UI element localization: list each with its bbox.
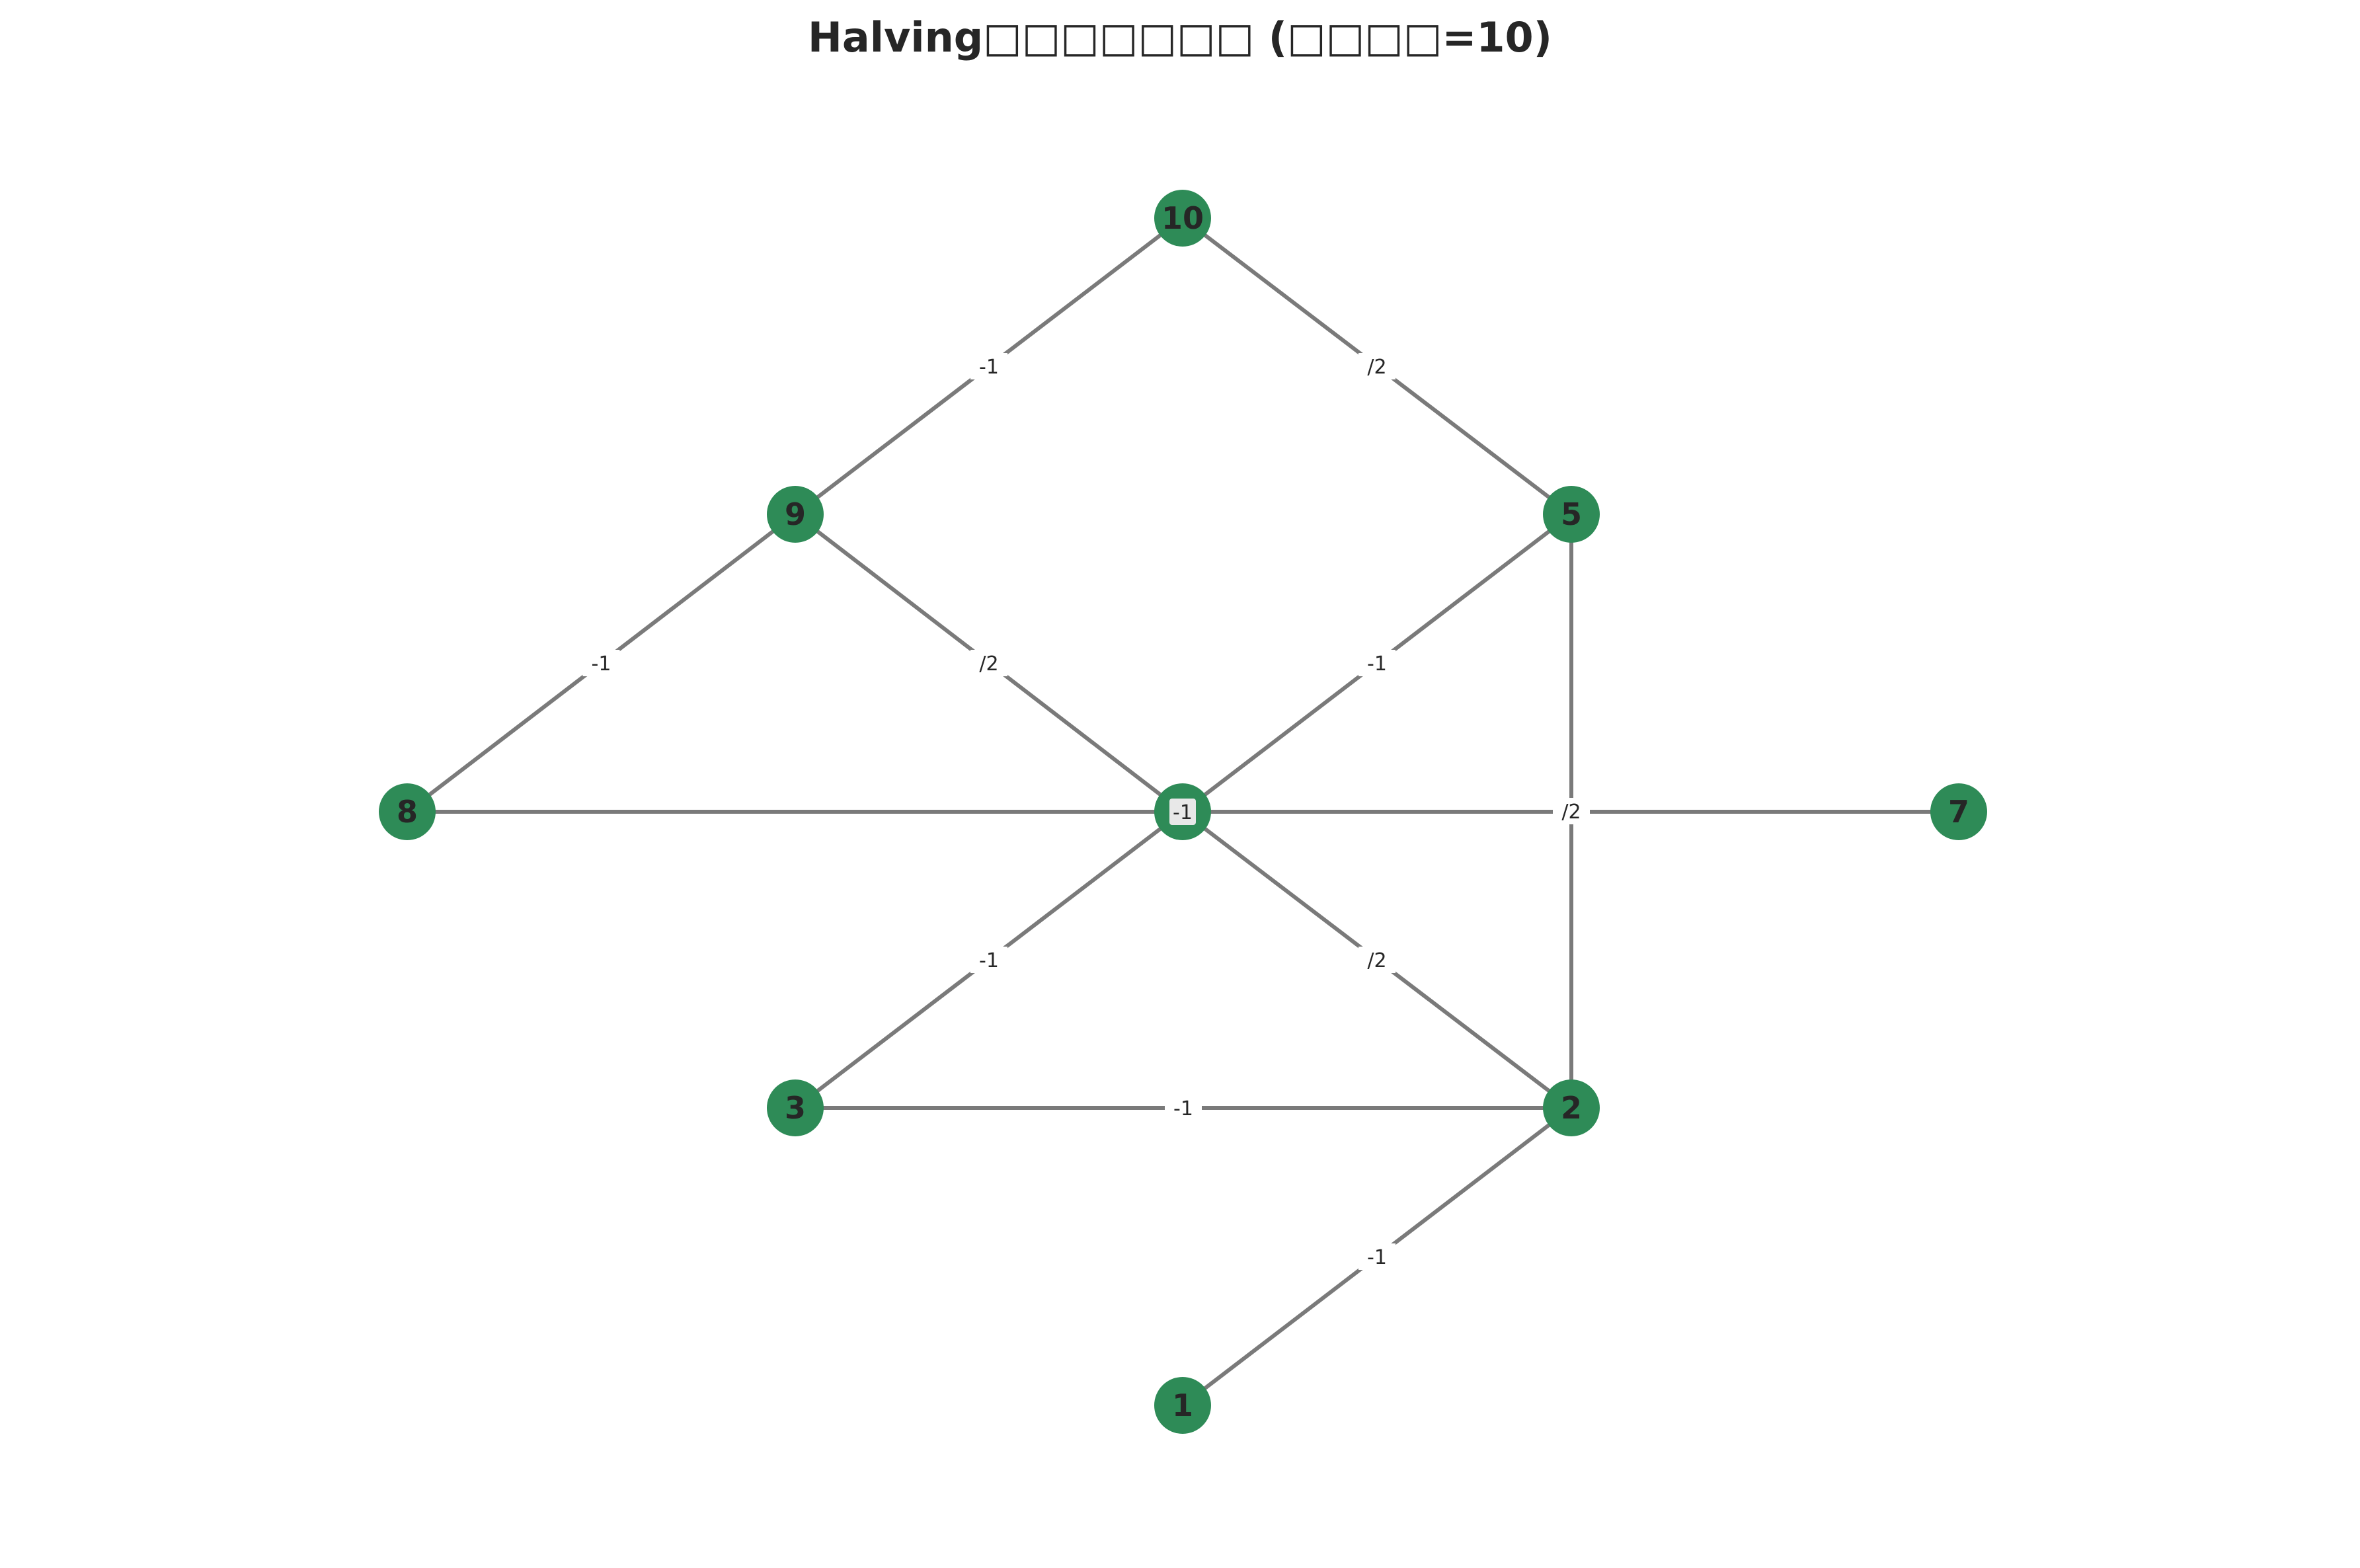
edge-label-bg [1358, 1243, 1396, 1270]
node-circle [1543, 1079, 1600, 1136]
edge-label-3-2: -1 [1165, 1095, 1202, 1121]
center-edge-label: -1 [1169, 799, 1196, 825]
edge-label-text: /2 [1561, 801, 1581, 824]
edge-label-text: /2 [1367, 949, 1386, 972]
edge-label-bg [1165, 1095, 1202, 1121]
chart-title: Halving□□□□□□□ (□□□□=10) [808, 13, 1552, 61]
node-circle [1930, 783, 1987, 840]
edge-label-text: /2 [1367, 356, 1386, 379]
edge-label-9-8: -1 [582, 650, 620, 676]
node-label: 9 [785, 496, 806, 532]
node-10: 10 [1154, 190, 1211, 247]
node-label: 1 [1172, 1388, 1193, 1423]
nodes-layer: 10 9 5 8 7 3 2 1 [379, 190, 1987, 1434]
edge-label-4-2: /2 [1358, 947, 1396, 973]
node-1: 1 [1154, 1377, 1211, 1434]
node-8: 8 [379, 783, 436, 840]
edge-label-2-1: -1 [1358, 1243, 1396, 1270]
center-label-text: -1 [1173, 801, 1193, 824]
edge-label-bg [1358, 947, 1396, 973]
edge-label-bg [970, 650, 1007, 676]
edge-label-bg [1553, 798, 1590, 824]
node-label: 2 [1561, 1090, 1582, 1126]
node-circle [379, 783, 436, 840]
edge-label-text: -1 [1367, 1246, 1387, 1269]
edge-label-10-5: /2 [1358, 353, 1396, 379]
node-circle [767, 1079, 824, 1136]
edge-label-bg [582, 650, 620, 676]
node-circle [1154, 190, 1211, 247]
edge-label-bg [1358, 353, 1396, 379]
edge-labels-layer: -1/2 -1/2 -1/2 -1/2 -1 -1 -1 [582, 353, 1590, 1270]
edge-label-9-4: /2 [970, 650, 1007, 676]
edge-label-bg [970, 353, 1007, 379]
node-label: 8 [397, 794, 418, 830]
edge-label-5-2: /2 [1553, 798, 1590, 824]
center-label-bg [1169, 799, 1196, 825]
edge-label-text: -1 [592, 652, 611, 676]
node-label: 5 [1561, 496, 1582, 532]
edge-label-bg [1358, 650, 1396, 676]
edge-label-4-3: -1 [970, 947, 1007, 973]
edge-label-text: -1 [1367, 652, 1387, 676]
node-9: 9 [767, 486, 824, 543]
node-5: 5 [1543, 486, 1600, 543]
node-2: 2 [1543, 1079, 1600, 1136]
edge-label-text: -1 [979, 949, 999, 972]
node-label: 10 [1161, 200, 1204, 236]
node-label: 7 [1948, 794, 1969, 830]
edge-label-5-4: -1 [1358, 650, 1396, 676]
edge-label-10-9: -1 [970, 353, 1007, 379]
node-label: 3 [785, 1090, 806, 1126]
node-circle [1543, 486, 1600, 543]
node-circle [767, 486, 824, 543]
edge-label-bg [970, 947, 1007, 973]
node-circle [1154, 1377, 1211, 1434]
edge-label-text: /2 [979, 652, 998, 676]
node-7: 7 [1930, 783, 1987, 840]
edge-label-text: -1 [1173, 1097, 1193, 1120]
node-3: 3 [767, 1079, 824, 1136]
edge-label-text: -1 [979, 356, 999, 379]
